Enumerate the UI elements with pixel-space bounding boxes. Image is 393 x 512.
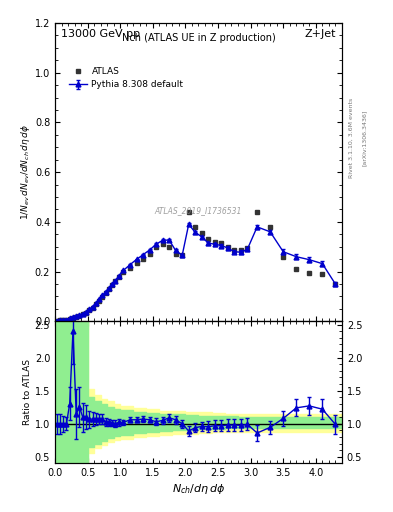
ATLAS [64, 316, 69, 323]
Y-axis label: Ratio to ATLAS: Ratio to ATLAS [23, 359, 32, 425]
Text: ATLAS_2019_I1736531: ATLAS_2019_I1736531 [155, 206, 242, 216]
ATLAS [90, 305, 95, 311]
ATLAS [97, 298, 101, 304]
ATLAS [57, 317, 62, 324]
ATLAS [94, 302, 98, 308]
ATLAS [212, 239, 217, 245]
ATLAS [307, 270, 312, 276]
ATLAS [54, 317, 59, 324]
ATLAS [77, 313, 82, 319]
Text: Nch (ATLAS UE in Z production): Nch (ATLAS UE in Z production) [121, 33, 275, 44]
Text: Rivet 3.1.10, 3.6M events: Rivet 3.1.10, 3.6M events [349, 98, 354, 178]
Text: Z+Jet: Z+Jet [305, 29, 336, 39]
ATLAS [84, 310, 88, 316]
ATLAS [173, 251, 178, 257]
ATLAS [255, 209, 259, 215]
ATLAS [147, 251, 152, 257]
ATLAS [239, 247, 243, 253]
ATLAS [320, 271, 325, 277]
Text: 13000 GeV pp: 13000 GeV pp [61, 29, 140, 39]
X-axis label: $N_{ch}/d\eta\,d\phi$: $N_{ch}/d\eta\,d\phi$ [172, 482, 225, 497]
ATLAS [71, 315, 75, 322]
ATLAS [61, 317, 66, 323]
ATLAS [113, 278, 118, 284]
ATLAS [281, 253, 286, 260]
ATLAS [160, 241, 165, 247]
ATLAS [110, 282, 114, 288]
ATLAS [87, 307, 92, 313]
ATLAS [219, 240, 224, 246]
ATLAS [154, 244, 158, 250]
ATLAS [226, 244, 230, 250]
ATLAS [186, 209, 191, 215]
ATLAS [128, 265, 132, 271]
ATLAS [232, 247, 237, 253]
Text: [arXiv:1306.3436]: [arXiv:1306.3436] [362, 110, 367, 166]
ATLAS [121, 268, 126, 274]
ATLAS [167, 244, 171, 250]
ATLAS [206, 236, 211, 242]
ATLAS [67, 316, 72, 322]
ATLAS [141, 256, 145, 262]
ATLAS [81, 311, 85, 317]
ATLAS [193, 224, 198, 230]
ATLAS [180, 252, 185, 259]
ATLAS [116, 274, 121, 280]
ATLAS [74, 314, 79, 321]
Legend: ATLAS, Pythia 8.308 default: ATLAS, Pythia 8.308 default [65, 63, 187, 93]
ATLAS [134, 260, 139, 266]
ATLAS [333, 281, 338, 287]
ATLAS [245, 245, 250, 251]
ATLAS [294, 266, 299, 272]
ATLAS [268, 224, 273, 230]
ATLAS [107, 286, 111, 292]
ATLAS [103, 290, 108, 296]
Y-axis label: $1/N_{ev}\,dN_{ev}/dN_{ch}\,d\eta\,d\phi$: $1/N_{ev}\,dN_{ev}/dN_{ch}\,d\eta\,d\phi… [19, 124, 32, 220]
ATLAS [199, 230, 204, 236]
Line: ATLAS: ATLAS [54, 209, 338, 323]
ATLAS [100, 294, 105, 300]
